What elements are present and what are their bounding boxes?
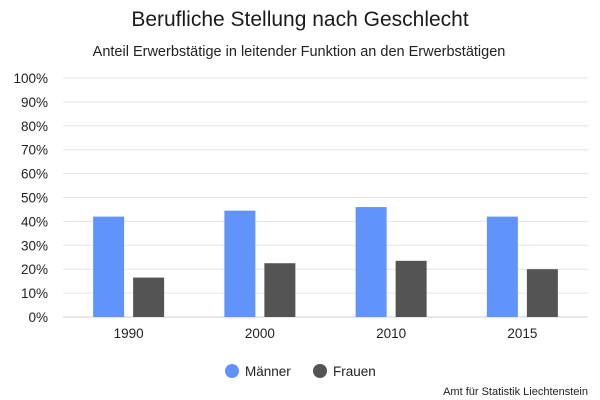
chart-subtitle: Anteil Erwerbstätige in leitender Funkti… xyxy=(93,44,506,60)
x-axis-ticks: 1990 2000 2010 2015 xyxy=(114,326,538,341)
y-tick-label: 70% xyxy=(21,143,48,158)
legend[interactable]: Männer Frauen xyxy=(225,364,376,379)
bar-frauen-2000 xyxy=(264,263,296,317)
x-tick-label: 2015 xyxy=(507,326,537,341)
legend-item-frauen[interactable]: Frauen xyxy=(313,364,376,379)
y-tick-label: 40% xyxy=(21,214,48,229)
bar-frauen-2010 xyxy=(395,260,427,317)
bars xyxy=(93,207,558,317)
y-tick-label: 30% xyxy=(21,238,48,253)
y-tick-label: 100% xyxy=(13,71,48,86)
bar-männer-2010 xyxy=(355,207,387,317)
legend-label: Männer xyxy=(245,364,291,379)
source-note: Amt für Statistik Liechtenstein xyxy=(443,386,588,398)
x-tick-label: 2000 xyxy=(245,326,275,341)
legend-marker xyxy=(225,364,239,378)
x-tick-label: 1990 xyxy=(114,326,144,341)
bar-frauen-2015 xyxy=(526,269,558,317)
legend-label: Frauen xyxy=(333,364,376,379)
y-tick-label: 10% xyxy=(21,286,48,301)
y-tick-label: 0% xyxy=(28,310,48,325)
x-tick-label: 2010 xyxy=(376,326,406,341)
bar-frauen-1990 xyxy=(133,277,165,317)
legend-item-männer[interactable]: Männer xyxy=(225,364,291,379)
y-tick-label: 50% xyxy=(21,191,48,206)
bar-männer-2000 xyxy=(224,210,256,317)
y-tick-label: 60% xyxy=(21,167,48,182)
bar-männer-2015 xyxy=(486,216,518,317)
bar-männer-1990 xyxy=(93,216,125,317)
y-tick-label: 80% xyxy=(21,119,48,134)
y-tick-label: 20% xyxy=(21,262,48,277)
y-tick-label: 90% xyxy=(21,95,48,110)
legend-marker xyxy=(313,364,327,378)
y-axis-ticks: 0% 10% 20% 30% 40% 50% 60% 70% 80% 90% 100% xyxy=(13,71,48,325)
chart-title: Berufliche Stellung nach Geschlecht xyxy=(131,8,469,31)
